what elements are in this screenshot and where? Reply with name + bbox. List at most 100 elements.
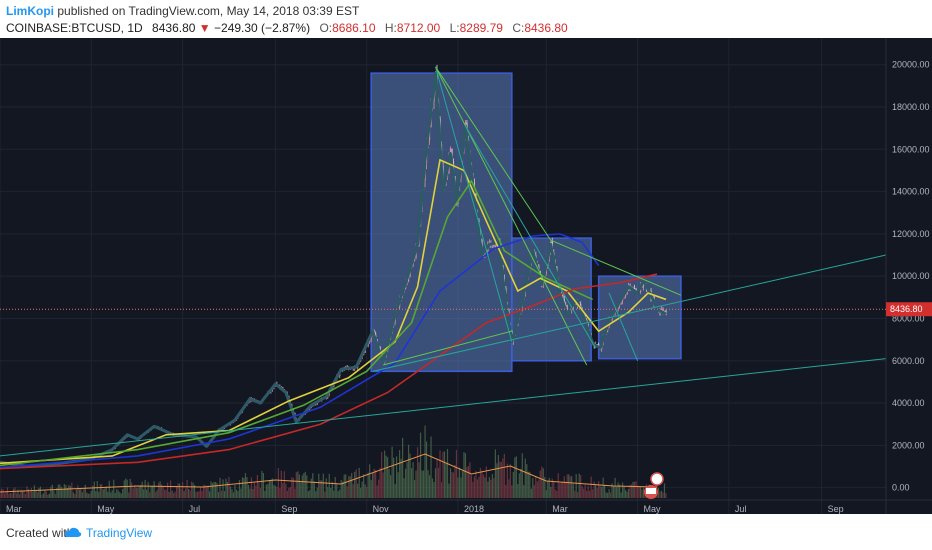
- volume-bar: [279, 488, 281, 498]
- volume-bar: [532, 477, 534, 498]
- volume-bar: [143, 489, 145, 498]
- volume-bar: [343, 474, 345, 498]
- volume-bar: [35, 490, 37, 498]
- time-axis[interactable]: Mar May Jul Sep Nov 2018 Mar May Jul Sep: [6, 504, 844, 514]
- price-tick-label: 14000.00: [892, 187, 930, 197]
- symbol-label[interactable]: COINBASE:BTCUSD, 1D: [6, 21, 143, 35]
- volume-bar: [324, 491, 326, 498]
- volume-bar: [601, 487, 603, 498]
- last-price-badge: [886, 302, 932, 317]
- price-tick-label: 10000.00: [892, 271, 930, 281]
- volume-bar: [192, 482, 194, 498]
- volume-bar: [457, 477, 459, 498]
- volume-bar: [0, 488, 3, 498]
- volume-bar: [68, 485, 70, 498]
- volume-bar: [213, 481, 215, 498]
- volume-bar: [229, 486, 232, 498]
- volume-bar: [596, 487, 598, 498]
- time-tick-label: Jul: [189, 504, 201, 514]
- high-value: 8712.00: [396, 21, 441, 35]
- volume-bar: [493, 478, 495, 498]
- volume-bar: [259, 487, 262, 498]
- volume-bar: [18, 494, 21, 498]
- volume-bar: [563, 476, 565, 498]
- volume-bar: [137, 488, 139, 498]
- volume-bar: [357, 483, 359, 498]
- price-axis[interactable]: 0.00 2000.00 4000.00 6000.00 8000.00 10000.00…: [892, 60, 930, 493]
- volume-bar: [195, 491, 197, 498]
- last-price: 8436.80: [152, 21, 196, 35]
- volume-bar: [271, 478, 273, 498]
- volume-bar: [443, 451, 446, 498]
- chart-header: LimKopi published on TradingView.com, Ma…: [0, 0, 932, 38]
- volume-bar: [253, 482, 256, 498]
- volume-bar: [334, 477, 336, 498]
- price-tick-label: 4000.00: [892, 398, 925, 408]
- volume-bar: [455, 449, 458, 498]
- volume-bar: [129, 478, 131, 498]
- volume-bar: [446, 449, 449, 498]
- volume-bar: [436, 459, 438, 498]
- volume-bar: [339, 489, 341, 498]
- time-tick-label: Sep: [828, 504, 844, 514]
- volume-bar: [62, 489, 64, 498]
- created-with-text: Created with: [6, 526, 74, 540]
- volume-bar: [592, 489, 594, 498]
- volume-bar: [247, 485, 250, 498]
- volume-bar: [205, 486, 208, 498]
- volume-bar: [659, 491, 661, 498]
- volume-bar: [283, 471, 285, 498]
- close-value: 8436.80: [524, 21, 568, 35]
- moving-average-line: [0, 233, 600, 469]
- volume-bar: [503, 453, 505, 498]
- volume-bar: [439, 450, 441, 498]
- tradingview-link[interactable]: TradingView: [86, 526, 153, 540]
- volume-bar: [237, 490, 239, 498]
- candle-body: [407, 276, 410, 282]
- volume-bar: [84, 484, 86, 498]
- volume-bar: [292, 477, 294, 498]
- volume-bar: [144, 479, 146, 498]
- volume-bar: [181, 482, 184, 498]
- price-chart[interactable]: 0.00 2000.00 4000.00 6000.00 8000.00 10000.00…: [0, 38, 932, 514]
- candle-body: [562, 294, 564, 300]
- volume-bar: [619, 484, 621, 498]
- volume-bar: [170, 480, 172, 498]
- candle-body: [598, 344, 600, 347]
- volume-bar: [484, 477, 486, 498]
- volume-bar: [482, 474, 485, 498]
- volume-bar: [488, 477, 490, 498]
- volume-bar: [250, 477, 253, 498]
- volume-bar: [255, 485, 257, 498]
- volume-bar: [577, 492, 579, 498]
- volume-bar: [286, 490, 288, 498]
- volume-bar: [497, 455, 499, 498]
- flag-icon[interactable]: [644, 472, 664, 499]
- volume-bar: [554, 489, 556, 498]
- volume-bar: [220, 490, 223, 498]
- volume-bar: [660, 490, 663, 498]
- volume-bar: [53, 490, 55, 498]
- volume-bar: [309, 490, 311, 498]
- volume-bar: [155, 492, 157, 498]
- volume-bar: [42, 493, 45, 498]
- volume-bar: [108, 480, 110, 498]
- time-tick-label: Nov: [373, 504, 390, 514]
- time-tick-label: May: [644, 504, 662, 514]
- volume-bar: [538, 479, 540, 498]
- candle-body: [626, 290, 628, 295]
- volume-bar: [530, 488, 532, 498]
- volume-bar: [184, 488, 187, 498]
- volume-bar: [599, 485, 601, 498]
- author-link[interactable]: LimKopi: [6, 4, 54, 18]
- volume-bar: [494, 449, 496, 498]
- volume-bar: [589, 490, 591, 498]
- volume-bar: [315, 491, 317, 498]
- volume-bar: [416, 447, 419, 498]
- time-tick-label: May: [97, 504, 115, 514]
- volume-bar: [126, 479, 128, 498]
- volume-bar: [500, 462, 502, 498]
- volume-bar: [566, 474, 568, 498]
- price-tick-label: 0.00: [892, 483, 910, 493]
- volume-bar: [57, 484, 59, 498]
